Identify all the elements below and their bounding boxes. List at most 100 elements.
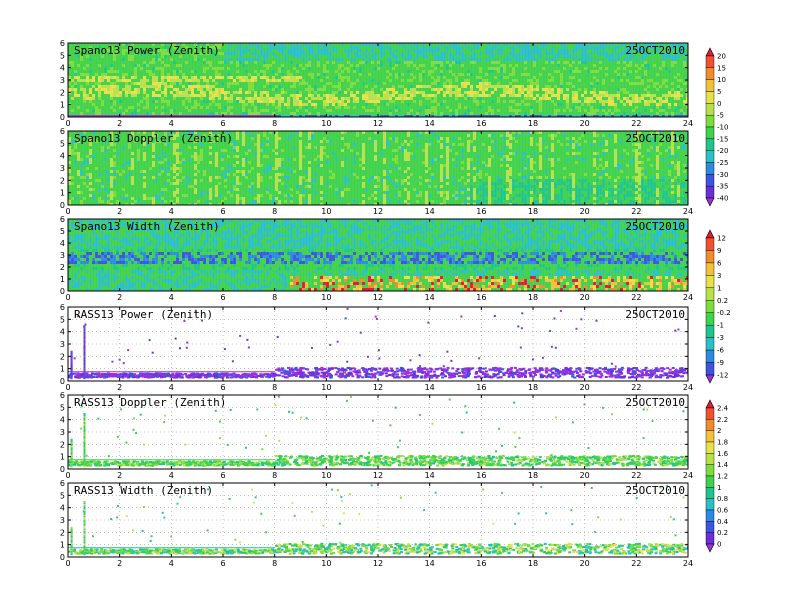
heatmap-cell <box>467 188 470 191</box>
heatmap-cell <box>77 76 80 79</box>
heatmap-cell <box>92 267 95 270</box>
heatmap-cell <box>173 261 176 264</box>
heatmap-cell <box>485 94 488 97</box>
heatmap-cell <box>632 182 635 185</box>
heatmap-cell <box>173 82 176 85</box>
heatmap-cell <box>428 167 431 170</box>
heatmap-cell <box>590 185 593 188</box>
heatmap-cell <box>506 176 509 179</box>
heatmap-cell <box>119 91 122 94</box>
heatmap-cell <box>68 282 71 285</box>
heatmap-cell <box>236 61 239 64</box>
heatmap-cell <box>383 182 386 185</box>
heatmap-cell <box>608 203 611 205</box>
heatmap-cell <box>128 85 131 88</box>
heatmap-cell <box>497 100 500 103</box>
heatmap-cell <box>347 79 350 82</box>
heatmap-cell <box>107 237 110 240</box>
heatmap-cell <box>440 170 443 173</box>
heatmap-cell <box>272 79 275 82</box>
heatmap-cell <box>188 88 191 91</box>
heatmap-cell <box>641 55 644 58</box>
heatmap-cell <box>254 115 257 117</box>
heatmap-cell <box>482 185 485 188</box>
heatmap-cell <box>152 82 155 85</box>
heatmap-cell <box>431 61 434 64</box>
heatmap-cell <box>362 149 365 152</box>
heatmap-cell <box>194 191 197 194</box>
heatmap-cell <box>677 88 680 91</box>
heatmap-cell <box>80 261 83 264</box>
heatmap-cell <box>659 67 662 70</box>
heatmap-cell <box>686 134 688 137</box>
heatmap-cell <box>578 115 581 117</box>
heatmap-cell <box>170 109 173 112</box>
heatmap-cell <box>641 167 644 170</box>
heatmap-cell <box>275 131 278 134</box>
heatmap-cell <box>215 88 218 91</box>
heatmap-cell <box>347 188 350 191</box>
heatmap-cell <box>590 97 593 100</box>
heatmap-cell <box>503 43 506 46</box>
heatmap-cell <box>590 58 593 61</box>
heatmap-cell <box>98 261 101 264</box>
x-tick-label: 4 <box>169 207 174 216</box>
heatmap-cell <box>233 149 236 152</box>
heatmap-cell <box>329 140 332 143</box>
heatmap-cell <box>626 52 629 55</box>
heatmap-cell <box>113 237 116 240</box>
heatmap-cell <box>353 115 356 117</box>
heatmap-cell <box>347 100 350 103</box>
heatmap-cell <box>434 158 437 161</box>
heatmap-cell <box>83 161 86 164</box>
heatmap-cell <box>281 91 284 94</box>
heatmap-cell <box>71 279 74 282</box>
heatmap-cell <box>173 182 176 185</box>
heatmap-cell <box>158 161 161 164</box>
heatmap-cell <box>143 143 146 146</box>
heatmap-cell <box>299 91 302 94</box>
heatmap-cell <box>488 58 491 61</box>
heatmap-cell <box>494 182 497 185</box>
heatmap-cell <box>341 191 344 194</box>
heatmap-cell <box>638 173 641 176</box>
heatmap-cell <box>86 73 89 76</box>
heatmap-cell <box>623 182 626 185</box>
heatmap-cell <box>566 137 569 140</box>
heatmap-cell <box>524 164 527 167</box>
heatmap-cell <box>95 237 98 240</box>
heatmap-cell <box>269 97 272 100</box>
heatmap-cell <box>371 109 374 112</box>
heatmap-cell <box>494 76 497 79</box>
heatmap-cell <box>179 234 182 237</box>
heatmap-cell <box>635 76 638 79</box>
heatmap-cell <box>557 70 560 73</box>
heatmap-cell <box>521 167 524 170</box>
heatmap-cell <box>662 64 665 67</box>
heatmap-cell <box>500 46 503 49</box>
heatmap-cell <box>377 185 380 188</box>
heatmap-cell <box>176 161 179 164</box>
heatmap-cell <box>194 164 197 167</box>
heatmap-cell <box>470 85 473 88</box>
heatmap-cell <box>179 249 182 252</box>
heatmap-cell <box>608 109 611 112</box>
heatmap-cell <box>368 179 371 182</box>
heatmap-cell <box>581 52 584 55</box>
heatmap-cell <box>161 170 164 173</box>
heatmap-cell <box>674 115 677 117</box>
heatmap-cell <box>299 200 302 203</box>
heatmap-cell <box>431 109 434 112</box>
heatmap-cell <box>605 91 608 94</box>
heatmap-cell <box>176 143 179 146</box>
heatmap-cell <box>140 52 143 55</box>
heatmap-cell <box>470 191 473 194</box>
heatmap-cell <box>275 140 278 143</box>
heatmap-cell <box>431 161 434 164</box>
heatmap-cell <box>494 61 497 64</box>
heatmap-cell <box>452 176 455 179</box>
heatmap-cell <box>407 158 410 161</box>
heatmap-cell <box>365 100 368 103</box>
heatmap-cell <box>134 76 137 79</box>
